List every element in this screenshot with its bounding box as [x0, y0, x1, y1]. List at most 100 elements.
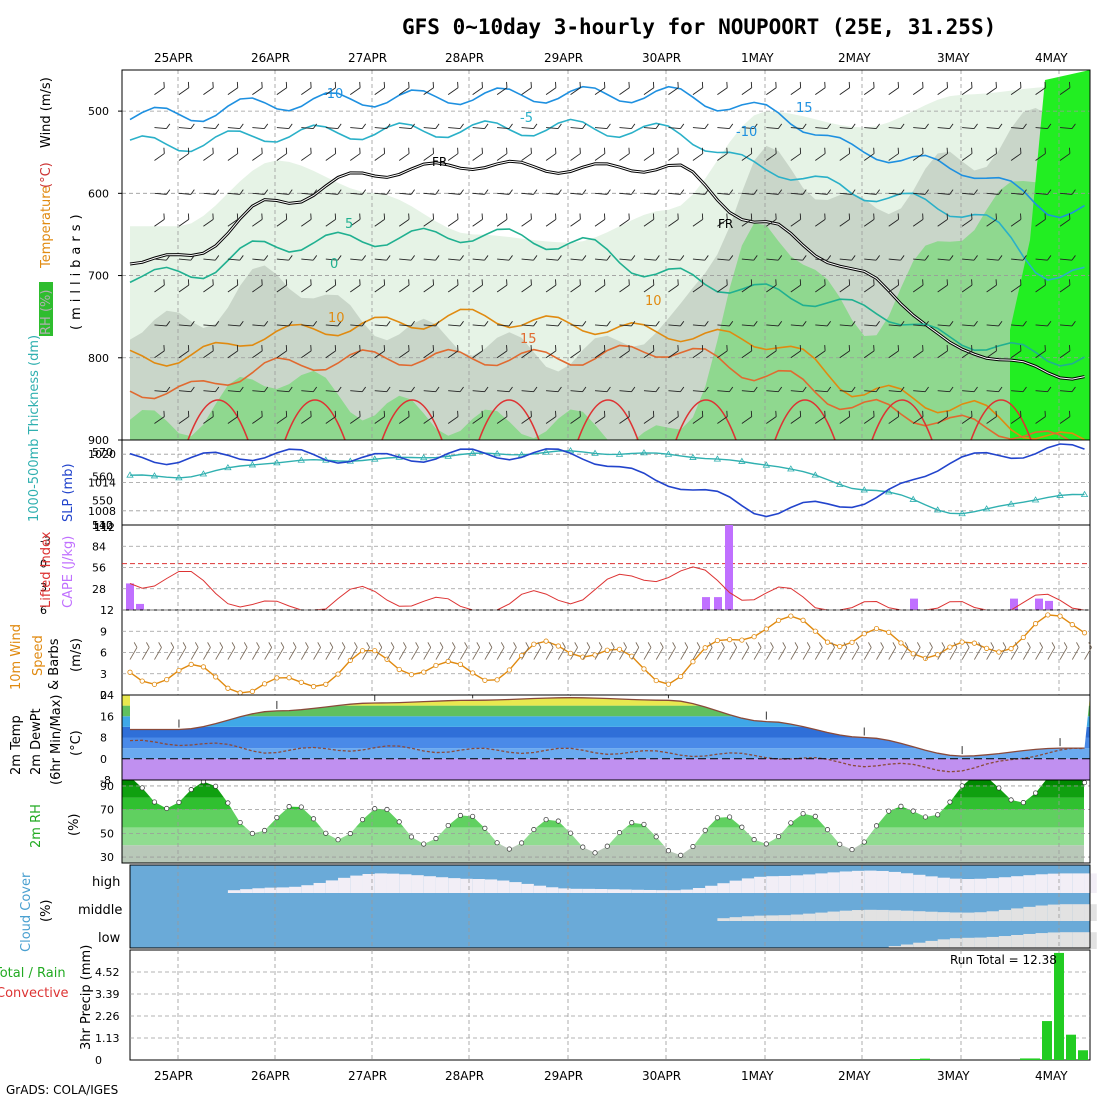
date-top-label: 29APR [544, 51, 583, 65]
wind-barb [864, 320, 880, 327]
wind-barb [717, 213, 728, 227]
wind-barb [545, 410, 557, 424]
surface-wind-barb [447, 642, 456, 660]
cape-bar [1045, 600, 1053, 610]
wind-barb [790, 123, 807, 130]
wind-barb [350, 410, 361, 424]
cloud-cell [705, 885, 718, 893]
wind-barb [1059, 147, 1071, 161]
surface-wind-barb [851, 642, 860, 660]
slp-line [129, 443, 1085, 518]
cloud-cell [962, 879, 975, 893]
wind-barb [252, 320, 269, 327]
wind-barb [594, 213, 606, 227]
cloud-cell [521, 883, 534, 893]
wind-barb [545, 81, 557, 96]
wind-barb [325, 123, 342, 130]
wind-speed-point [237, 690, 243, 696]
rh-point [372, 806, 378, 812]
wind-speed-point [898, 640, 904, 646]
wind-barb [717, 147, 728, 161]
wind-speed-point [604, 647, 610, 653]
wind-barb [350, 213, 361, 227]
wind-barb [717, 189, 734, 195]
rh-point [531, 827, 537, 833]
wind-barb [594, 189, 611, 195]
wind-barb [1010, 147, 1022, 161]
date-bottom-label: 4MAY [1035, 1069, 1068, 1083]
cloud-cell [986, 911, 999, 921]
wind-speed-point [1069, 622, 1075, 628]
cloud-cell [925, 876, 938, 893]
cloud-cell [949, 878, 963, 893]
temp-mask [130, 695, 1090, 757]
lifted-index-axis-label: Lifted Index [39, 531, 54, 608]
rh-point [396, 819, 402, 825]
wind-barb [888, 279, 900, 293]
cloud-cell [595, 889, 608, 893]
wind-barb [913, 320, 929, 327]
wind-barb [961, 279, 973, 293]
wind-speed-point [470, 670, 476, 676]
wind-barb [1010, 345, 1022, 359]
wind-barb [619, 320, 636, 327]
wind-barb [154, 123, 171, 130]
cloud-cell [962, 937, 975, 949]
wind-barb [766, 386, 783, 393]
cloud-cell [338, 877, 351, 893]
surface-wind-barb [484, 642, 493, 660]
wind-speed-point [1032, 621, 1039, 627]
wind-barb [276, 189, 293, 195]
wind-barb [888, 386, 905, 393]
thickness-marker [885, 488, 893, 495]
cape-bar [714, 597, 722, 610]
cloud-cell [998, 909, 1012, 921]
li-tick: -3 [40, 534, 51, 547]
surface-wind-barb [631, 642, 640, 660]
surface-wind-barb [154, 642, 162, 660]
dewpoint-axis-label: 2m DewPt [29, 708, 44, 775]
cloud-cell [937, 877, 950, 893]
surface-wind-barb [325, 642, 334, 660]
wind-barb [643, 255, 660, 261]
surface-wind-barb [496, 642, 505, 660]
cloud-cell [680, 889, 693, 893]
rh-point [947, 799, 953, 805]
wind-barb [1035, 386, 1052, 393]
precip-conv-label: Convective [0, 986, 69, 1001]
cloud-cell [974, 937, 987, 949]
wind-barb [374, 189, 391, 195]
wind-barb [937, 345, 948, 359]
cloud-cell [741, 916, 755, 921]
surface-wind-barb [876, 642, 884, 660]
wind-barb [252, 255, 269, 261]
wind-barb [350, 279, 361, 293]
temp-band [122, 758, 1090, 780]
wind-barb [937, 255, 954, 261]
wind-speed-point [359, 648, 366, 654]
wind-barb [594, 147, 606, 161]
cloud-cell [913, 874, 926, 893]
cloud-cell [472, 879, 485, 893]
wind-barb [668, 189, 685, 195]
wind-barb [398, 410, 410, 424]
temp-band [122, 695, 1090, 706]
rh-point [249, 830, 255, 837]
surface-wind-barb [1059, 642, 1068, 660]
thickness-tick: 550 [92, 495, 113, 508]
rh-point [629, 820, 635, 826]
wind-barb [741, 147, 753, 161]
wind-barb [521, 386, 538, 393]
wind-barb [227, 81, 239, 96]
wind-barb [496, 81, 508, 96]
wind-barb [497, 386, 513, 393]
cape-bar [702, 597, 710, 610]
wind-barb [227, 189, 244, 195]
rh-point [274, 815, 280, 821]
rh-point [555, 818, 561, 824]
wind-barb [839, 81, 851, 96]
slp-axis-label: SLP (mb) [61, 463, 76, 522]
cloud-cell [558, 888, 571, 893]
surface-wind-barb [986, 642, 995, 660]
wind-barb [325, 189, 342, 195]
